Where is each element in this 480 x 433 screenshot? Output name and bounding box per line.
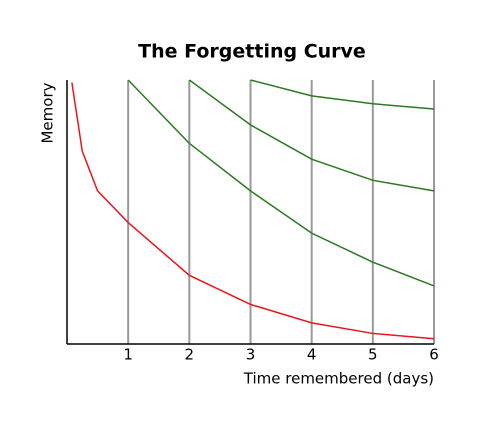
x-tick-label: 4 [307, 346, 317, 364]
x-tick-label: 2 [185, 346, 195, 364]
data-line [71, 82, 435, 340]
chart-title: The Forgetting Curve [138, 41, 366, 63]
x-tick-label: 5 [368, 346, 378, 364]
x-tick-label: 3 [246, 346, 256, 364]
data-line [188, 79, 435, 192]
data-line [250, 79, 435, 110]
data-line [127, 79, 435, 287]
x-axis-label: Time remembered (days) [243, 370, 434, 388]
y-axis-label: Memory [39, 82, 57, 143]
x-tick-label: 6 [429, 346, 439, 364]
x-tick-label: 1 [123, 346, 133, 364]
